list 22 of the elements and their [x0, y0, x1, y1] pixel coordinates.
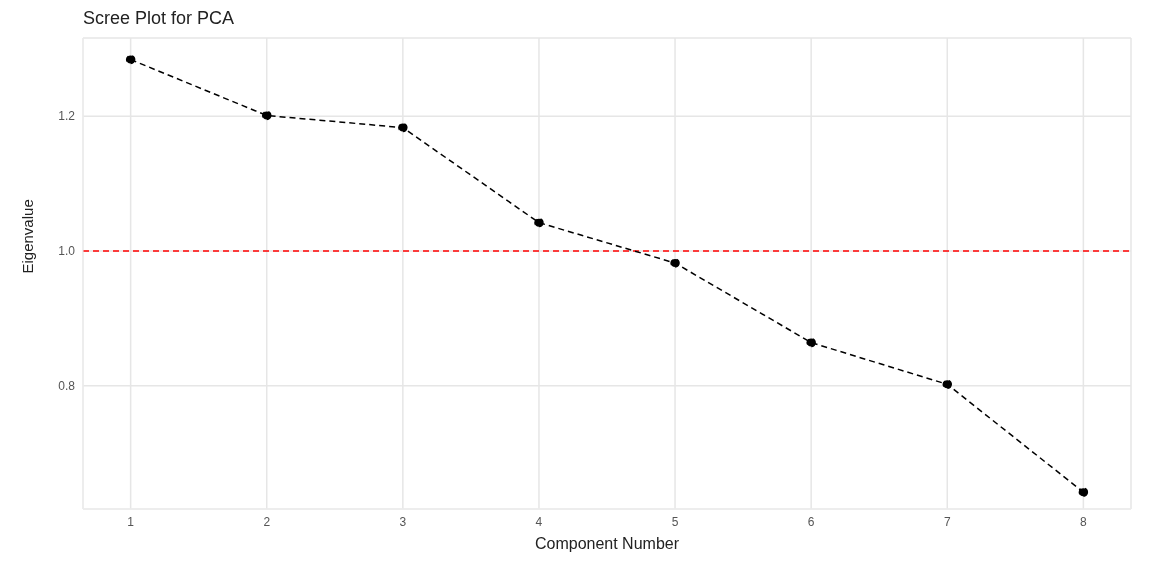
point: [125, 54, 136, 65]
x-tick-label: 7: [943, 514, 951, 529]
x-axis-title: Component Number: [534, 535, 680, 552]
y-axis-title: Eigenvalue: [19, 199, 37, 274]
point: [398, 122, 408, 133]
x-tick-label: 5: [671, 514, 679, 529]
x-tick-label: 1: [127, 514, 135, 529]
chart-title: Scree Plot for PCA: [83, 8, 235, 29]
x-tick-label: 6: [807, 514, 815, 529]
y-tick-label: 1.0: [58, 244, 76, 259]
y-tick-label: 1.2: [58, 109, 76, 124]
x-tick-label: 8: [1080, 514, 1088, 529]
point: [534, 217, 544, 228]
y-tick-label: 0.8: [58, 378, 76, 393]
point: [670, 258, 680, 268]
x-tick-label: 4: [535, 514, 543, 529]
point: [261, 110, 272, 121]
x-tick-label: 3: [399, 514, 407, 529]
x-tick-label: 2: [263, 514, 271, 529]
point: [1078, 487, 1089, 497]
point: [806, 337, 816, 348]
point: [942, 379, 953, 390]
